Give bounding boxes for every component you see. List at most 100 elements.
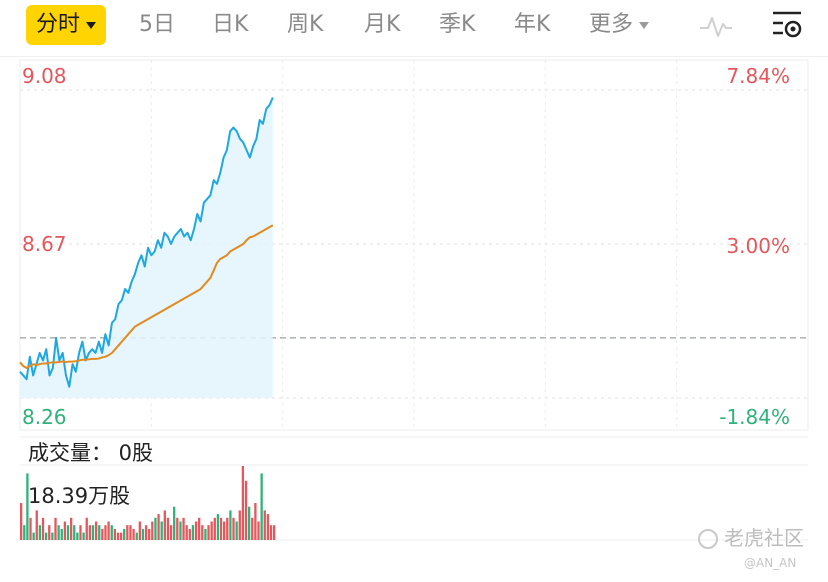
volume-bar bbox=[185, 525, 188, 540]
tab-more-label: 更多 bbox=[589, 12, 634, 37]
volume-bar bbox=[238, 510, 241, 540]
volume-bar bbox=[151, 521, 154, 540]
volume-bar bbox=[51, 532, 54, 540]
volume-bar bbox=[235, 521, 238, 540]
volume-bar bbox=[60, 528, 63, 540]
volume-title: 成交量： 0股 bbox=[28, 441, 154, 465]
volume-bar bbox=[135, 532, 138, 540]
volume-bar bbox=[23, 525, 26, 540]
volume-bar bbox=[38, 525, 42, 540]
volume-bar bbox=[132, 528, 135, 540]
tab-more[interactable]: 更多 bbox=[589, 5, 650, 45]
volume-bar bbox=[29, 517, 32, 540]
volume-bar bbox=[266, 514, 270, 540]
volume-bar bbox=[101, 528, 104, 540]
volume-bar bbox=[148, 528, 151, 540]
volume-bar bbox=[176, 517, 179, 540]
volume-max-label: 18.39万股 bbox=[28, 484, 131, 508]
volume-bar bbox=[110, 525, 113, 540]
y-left-mid-label: 8.67 bbox=[22, 232, 67, 256]
volume-bar bbox=[126, 525, 129, 540]
volume-bar bbox=[207, 525, 210, 540]
volume-bar bbox=[98, 525, 101, 540]
price-line bbox=[19, 97, 274, 388]
watermark: 老虎社区 bbox=[698, 522, 804, 551]
period-tabs: 分时 5日 日K 周K 月K 季K 年K 更多 bbox=[0, 0, 828, 50]
volume-bar bbox=[44, 532, 48, 540]
tab-intraday[interactable]: 分时 bbox=[26, 5, 107, 45]
volume-bar bbox=[41, 517, 45, 540]
volume-bar bbox=[204, 528, 207, 540]
y-right-min-label: -1.84% bbox=[719, 405, 790, 429]
y-left-min-label: 8.26 bbox=[22, 405, 67, 429]
watermark-logo-icon bbox=[698, 529, 718, 549]
volume-bar bbox=[26, 473, 29, 540]
volume-bar bbox=[116, 532, 120, 540]
volume-bar bbox=[63, 521, 67, 540]
volume-bar bbox=[35, 510, 38, 540]
volume-bar bbox=[188, 528, 191, 540]
volume-bar bbox=[144, 525, 148, 540]
volume-bar bbox=[54, 517, 57, 540]
volume-bar bbox=[232, 517, 235, 540]
volume-bar bbox=[173, 506, 176, 540]
settings-icon[interactable] bbox=[770, 9, 804, 41]
y-right-mid-label: 3.00% bbox=[726, 234, 790, 258]
volume-bar bbox=[191, 525, 195, 540]
volume-bar bbox=[138, 521, 141, 540]
volume-bar bbox=[210, 521, 213, 540]
volume-bar bbox=[263, 510, 266, 540]
volume-bar bbox=[104, 525, 107, 540]
tab-day-k[interactable]: 日K bbox=[212, 12, 249, 37]
volume-bar bbox=[247, 506, 251, 540]
volume-bar bbox=[251, 517, 254, 540]
watermark-text: 老虎社区 bbox=[724, 526, 804, 550]
volume-bar bbox=[107, 521, 110, 540]
tab-week-k[interactable]: 周K bbox=[287, 12, 324, 37]
volume-bar bbox=[141, 528, 145, 540]
volume-bar bbox=[66, 525, 70, 540]
volume-bar bbox=[254, 503, 257, 540]
volume-bar bbox=[154, 517, 157, 540]
tab-month-k[interactable]: 月K bbox=[364, 12, 401, 37]
volume-bar bbox=[32, 532, 35, 540]
volume-bar bbox=[20, 503, 23, 540]
volume-bar bbox=[94, 521, 98, 540]
volume-bar bbox=[216, 514, 220, 540]
average-price-line bbox=[19, 224, 274, 370]
volume-bar bbox=[73, 525, 76, 540]
volume-bar bbox=[57, 525, 60, 540]
volume-bar bbox=[163, 510, 166, 540]
volume-bar bbox=[229, 510, 232, 540]
volume-bar bbox=[219, 517, 223, 540]
tab-year-k[interactable]: 年K bbox=[514, 12, 551, 37]
volume-bar bbox=[169, 525, 173, 540]
volume-bar bbox=[241, 466, 245, 540]
tab-5day[interactable]: 5日 bbox=[139, 12, 175, 37]
trend-wave-icon[interactable] bbox=[698, 12, 734, 40]
chevron-down-icon bbox=[86, 21, 97, 29]
chevron-down-icon bbox=[639, 21, 650, 29]
volume-bar bbox=[223, 521, 226, 540]
volume-bar bbox=[91, 525, 95, 540]
y-left-max-label: 9.08 bbox=[22, 64, 67, 88]
tabs-divider bbox=[0, 56, 828, 57]
volume-bar bbox=[194, 521, 198, 540]
volume-bar bbox=[69, 517, 73, 540]
volume-bar bbox=[269, 525, 273, 540]
volume-bar bbox=[113, 528, 116, 540]
volume-bar bbox=[257, 521, 260, 540]
volume-bar bbox=[226, 517, 229, 540]
volume-bar bbox=[213, 517, 216, 540]
volume-bar bbox=[48, 525, 51, 540]
volume-bar bbox=[79, 525, 82, 540]
volume-bar bbox=[82, 532, 85, 540]
volume-bar bbox=[179, 521, 182, 540]
volume-bar bbox=[76, 532, 79, 540]
price-area bbox=[20, 97, 273, 398]
volume-bar bbox=[244, 480, 248, 540]
tab-quarter-k[interactable]: 季K bbox=[439, 12, 476, 37]
volume-bar bbox=[198, 517, 201, 540]
volume-bar bbox=[260, 473, 263, 540]
